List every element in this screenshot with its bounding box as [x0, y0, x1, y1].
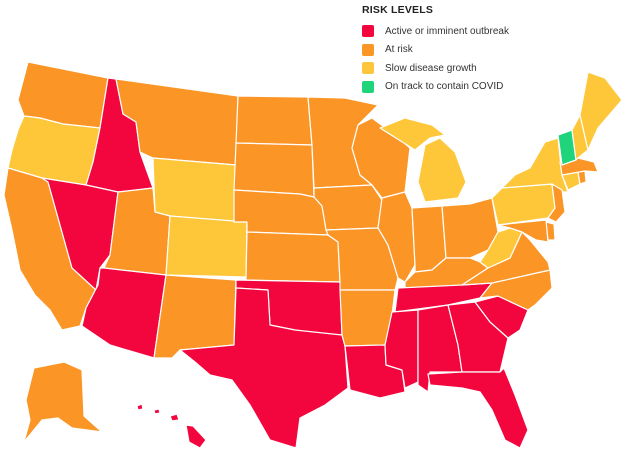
state-rhode-island[interactable]	[577, 170, 587, 185]
legend-label-at-risk: At risk	[385, 44, 413, 55]
legend-label-outbreak: Active or imminent outbreak	[385, 25, 509, 37]
legend-item-outbreak: Active or imminent outbreak	[362, 22, 562, 40]
state-maine[interactable]	[579, 71, 623, 151]
state-maryland[interactable]	[497, 219, 549, 243]
legend-swatch-on-track	[362, 80, 374, 93]
legend-item-on-track: On track to contain COVID	[362, 78, 562, 96]
state-alaska[interactable]	[23, 361, 103, 443]
state-wyoming[interactable]	[152, 157, 237, 223]
state-colorado[interactable]	[165, 215, 248, 278]
state-kansas[interactable]	[245, 231, 341, 283]
legend-label-slow-growth: Slow disease growth	[385, 62, 477, 74]
legend-swatch-at-risk	[362, 43, 374, 56]
state-new-hampshire[interactable]	[571, 114, 589, 161]
legend-title: RISK LEVELS	[362, 4, 434, 16]
legend-swatch-outbreak	[362, 25, 374, 37]
state-pennsylvania[interactable]	[491, 183, 556, 226]
state-florida[interactable]	[427, 367, 529, 449]
legend-item-at-risk: At risk	[362, 41, 562, 59]
state-michigan[interactable]	[379, 117, 467, 203]
state-new-york[interactable]	[501, 137, 569, 193]
legend-item-slow-growth: Slow disease growth	[362, 59, 562, 77]
state-north-dakota[interactable]	[235, 95, 313, 146]
state-texas[interactable]	[179, 287, 349, 449]
legend-swatch-slow-growth	[362, 62, 374, 74]
state-south-dakota[interactable]	[233, 142, 315, 198]
state-new-jersey[interactable]	[547, 183, 566, 223]
legend: RISK LEVELS Active or imminent outbreak …	[362, 4, 562, 96]
legend-label-on-track: On track to contain COVID	[385, 81, 504, 92]
state-hawaii[interactable]	[136, 403, 207, 449]
